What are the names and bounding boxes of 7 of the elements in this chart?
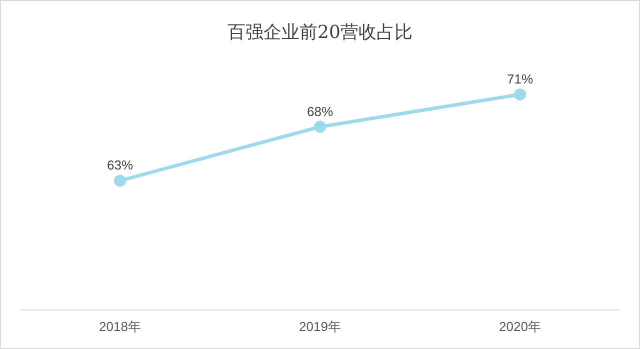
x-tick-label: 2018年 — [99, 319, 141, 334]
chart-title: 百强企业前20营收占比 — [228, 22, 412, 43]
data-label: 68% — [306, 104, 334, 119]
x-tick-label: 2020年 — [499, 319, 541, 334]
data-label: 71% — [506, 71, 534, 86]
data-label: 63% — [106, 158, 134, 173]
x-tick-label: 2019年 — [299, 319, 341, 334]
